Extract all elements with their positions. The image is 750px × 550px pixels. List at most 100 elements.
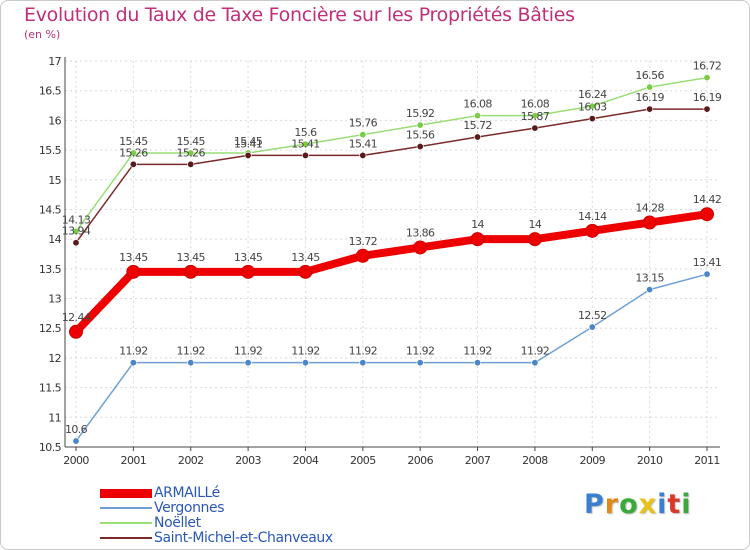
data-point	[527, 232, 542, 247]
data-point	[298, 264, 313, 279]
x-tick-label: 2006	[407, 454, 433, 467]
data-point	[129, 359, 137, 367]
data-point	[301, 359, 309, 367]
data-label: 14.28	[635, 202, 664, 215]
data-point	[703, 74, 711, 82]
logo-char: t	[667, 489, 682, 520]
data-point	[416, 121, 424, 129]
data-point	[416, 143, 424, 151]
y-tick-label: 16.5	[39, 85, 62, 98]
data-label: 14	[529, 218, 542, 231]
data-point	[301, 140, 309, 148]
data-point	[301, 151, 309, 159]
data-point	[416, 359, 424, 367]
data-label: 15.45	[119, 135, 148, 148]
data-point	[187, 359, 195, 367]
data-label: 15.87	[521, 110, 550, 123]
data-label: 16.19	[693, 91, 722, 104]
x-tick-label: 2009	[579, 454, 605, 467]
logo-char: o	[619, 489, 639, 520]
series-line	[72, 210, 711, 336]
legend-label-vergonnes: Vergonnes	[154, 500, 225, 516]
legend-swatch-noellet	[100, 522, 152, 524]
logo-char: P	[584, 489, 605, 520]
y-tick-label: 11.5	[39, 382, 62, 395]
y-tick-label: 13	[48, 293, 61, 306]
data-point	[126, 264, 141, 279]
data-point	[588, 102, 596, 110]
data-point	[588, 323, 596, 331]
data-point	[646, 83, 654, 91]
legend-label-armaille: ARMAILLé	[154, 485, 220, 501]
data-point	[72, 437, 80, 445]
data-label: 11.92	[176, 345, 205, 358]
data-point	[241, 264, 256, 279]
data-point	[187, 149, 195, 157]
series-line	[75, 273, 708, 442]
data-label: 15.6	[294, 126, 317, 139]
x-tick-label: 2001	[121, 454, 147, 467]
data-label: 14	[471, 218, 484, 231]
data-point	[72, 227, 80, 235]
chart-title: Evolution du Taux de Taxe Foncière sur l…	[24, 4, 575, 26]
data-point	[129, 149, 137, 157]
y-tick-label: 13.5	[39, 263, 62, 276]
data-point	[470, 232, 485, 247]
data-point	[700, 207, 714, 222]
data-label: 15.26	[119, 146, 148, 159]
x-tick-label: 2000	[63, 454, 89, 467]
data-label: 13.41	[693, 256, 722, 269]
data-point	[187, 160, 195, 168]
data-point	[72, 239, 80, 247]
x-tick-label: 2003	[235, 454, 261, 467]
data-label: 11.92	[234, 345, 263, 358]
data-label: 13.94	[62, 225, 91, 238]
x-tick-label: 2011	[694, 454, 720, 467]
data-point	[355, 248, 370, 263]
series-line	[75, 76, 708, 233]
data-label: 14.42	[693, 193, 722, 206]
data-point	[646, 286, 654, 294]
data-label: 15.72	[463, 119, 492, 132]
y-tick-label: 16	[48, 114, 61, 127]
data-point	[474, 359, 482, 367]
legend-label-saint-michel: Saint-Michel-et-Chanveaux	[154, 530, 333, 546]
data-label: 15.56	[406, 129, 435, 142]
unit-label: (en %)	[24, 28, 61, 41]
data-label: 14.14	[578, 210, 607, 223]
data-label: 13.15	[635, 272, 664, 285]
data-label: 11.92	[406, 345, 435, 358]
data-label: 13.45	[291, 251, 320, 264]
data-point	[183, 264, 198, 279]
data-label: 16.24	[578, 88, 607, 101]
data-label: 16.03	[578, 101, 607, 114]
proxiti-logo: Proxiti	[584, 489, 692, 520]
y-tick-label: 15.5	[39, 144, 62, 157]
data-label: 11.92	[291, 345, 320, 358]
data-point	[703, 270, 711, 278]
y-tick-label: 14	[48, 233, 61, 246]
data-label: 11.92	[521, 345, 550, 358]
y-tick-label: 11	[48, 411, 61, 424]
x-tick-label: 2008	[522, 454, 548, 467]
legend-label-noellet: Noëllet	[154, 515, 201, 531]
x-tick-label: 2005	[350, 454, 376, 467]
data-point	[359, 131, 367, 139]
data-label: 13.72	[349, 235, 378, 248]
data-point	[474, 133, 482, 141]
logo-char: r	[604, 489, 620, 520]
data-point	[531, 112, 539, 120]
y-tick-label: 12.5	[39, 322, 62, 335]
data-label: 15.76	[349, 117, 378, 130]
series-line	[75, 108, 708, 244]
data-point	[129, 160, 137, 168]
y-tick-label: 12	[48, 352, 61, 365]
data-label: 11.92	[349, 345, 378, 358]
x-tick-label: 2004	[293, 454, 319, 467]
logo-char: x	[638, 489, 658, 520]
data-label: 15.92	[406, 107, 435, 120]
data-label: 16.72	[693, 60, 722, 73]
y-tick-label: 15	[48, 174, 61, 187]
data-point	[588, 115, 596, 123]
